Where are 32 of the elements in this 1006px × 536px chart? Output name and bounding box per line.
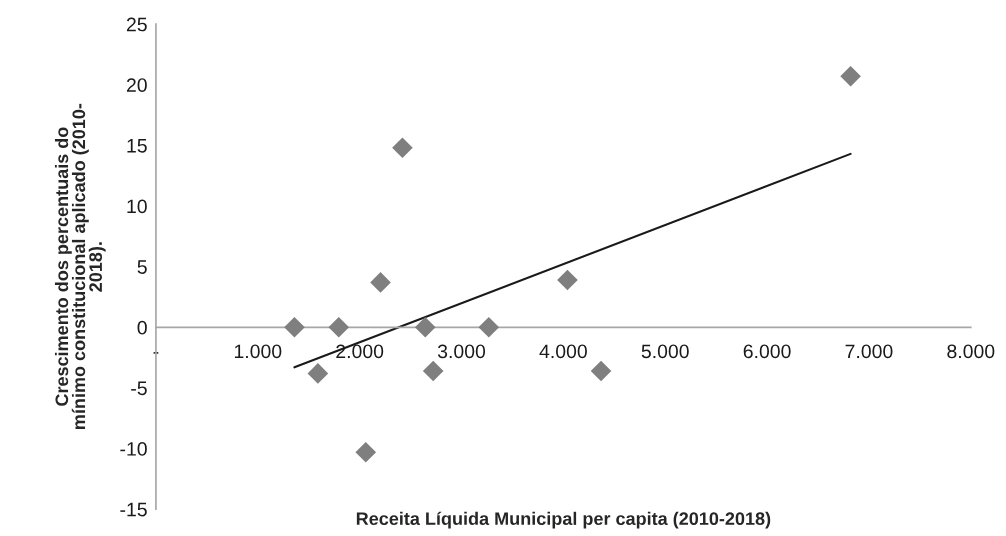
y-tick-label: -10: [120, 442, 147, 456]
point: [328, 316, 350, 338]
point: [590, 360, 612, 382]
point: [284, 316, 305, 338]
x-axis-title: Receita Líquida Municipal per capita (2010-2018): [356, 511, 771, 529]
x-tick-label: 4.000: [539, 344, 587, 359]
y-tick-label: 20: [126, 78, 147, 92]
y-tick-label: -5: [131, 381, 147, 396]
point: [414, 316, 436, 338]
point: [557, 269, 578, 291]
point: [478, 316, 500, 338]
x-tick-label: 5.000: [641, 344, 689, 359]
point: [307, 363, 329, 384]
point: [840, 65, 861, 87]
y-tick-label: 25: [126, 17, 147, 32]
x-tick-label: 7.000: [845, 344, 893, 359]
x-tick-label: 1.000: [234, 344, 282, 359]
y-tick-label: 0: [137, 320, 147, 335]
point: [370, 272, 391, 293]
x-tick-label: 3.000: [437, 344, 486, 359]
point: [392, 137, 413, 159]
y-tick-label: -15: [120, 502, 147, 517]
x-tick-label: 6.000: [743, 344, 791, 359]
y-tick-label: 10: [127, 199, 147, 214]
point: [422, 360, 444, 382]
y-axis-title: Crescimento dos percentuais do mínimo constitucional aplicado (2010- 2018).: [54, 103, 106, 429]
y-tick-label: 5: [137, 260, 147, 274]
y-tick-label: 15: [127, 139, 147, 153]
x-tick-label: 8.000: [947, 344, 995, 359]
point: [355, 441, 377, 463]
x-tick-label: -: [153, 352, 159, 354]
x-tick-label: 2.000: [336, 344, 384, 359]
